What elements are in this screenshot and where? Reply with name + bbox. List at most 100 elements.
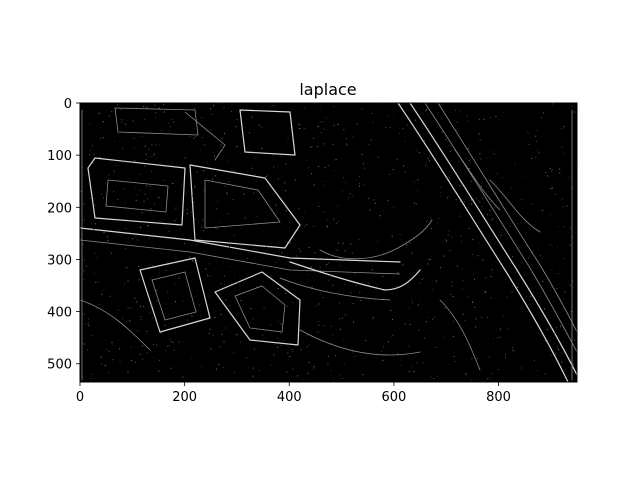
highway-edge <box>424 103 577 353</box>
edge-speckle-dot <box>149 264 151 266</box>
edge-speckle-dot <box>440 186 442 188</box>
edge-speckle-dot <box>214 175 216 177</box>
edge-speckle-dot <box>342 190 344 192</box>
edge-speckle-dot <box>108 350 110 352</box>
edge-speckle-dot <box>371 113 373 114</box>
edge-speckle-dot <box>252 318 254 320</box>
edge-speckle-dot <box>474 306 476 308</box>
edge-speckle-dot <box>222 366 224 368</box>
edge-speckle-dot <box>339 264 341 266</box>
edge-speckle-dot <box>143 106 145 107</box>
edge-speckle-dot <box>452 296 454 298</box>
edge-speckle-dot <box>88 322 90 324</box>
edge-speckle-dot <box>273 154 275 156</box>
edge-speckle-dot <box>105 183 107 185</box>
edge-speckle-dot <box>480 186 482 188</box>
edge-speckle-dot <box>151 317 153 319</box>
edge-speckle-dot <box>223 133 225 134</box>
edge-speckle-dot <box>512 346 514 348</box>
edge-speckle-dot <box>482 231 484 233</box>
edge-speckle-dot <box>524 274 526 276</box>
edge-speckle-dot <box>485 277 487 279</box>
road-edge <box>289 261 421 291</box>
edge-speckle-dot <box>156 344 158 346</box>
edge-speckle-dot <box>127 307 129 309</box>
edge-speckle-dot <box>278 321 279 323</box>
edge-speckle-dot <box>567 231 569 233</box>
edge-speckle-dot <box>549 244 551 246</box>
road-edge <box>319 219 433 260</box>
edge-structures <box>80 103 577 382</box>
edge-speckle-dot <box>354 356 356 357</box>
edge-speckle-dot <box>426 321 428 323</box>
edge-speckle-dot <box>459 200 461 202</box>
edge-speckle-dot <box>392 169 394 171</box>
edge-speckle-dot <box>365 340 367 342</box>
edge-speckle-dot <box>81 159 83 161</box>
edge-speckle-dot <box>98 112 100 114</box>
edge-speckle-dot <box>159 144 161 146</box>
edge-speckle-dot <box>96 257 98 259</box>
edge-speckle-dot <box>310 266 312 268</box>
edge-speckle-dot <box>490 276 492 278</box>
edge-speckle-dot <box>308 167 310 169</box>
edge-speckle-dot <box>298 208 300 210</box>
edge-speckle-dot <box>468 228 470 230</box>
edge-speckle-dot <box>527 257 529 259</box>
edge-speckle-dot <box>483 119 485 120</box>
edge-speckle-dot <box>511 285 513 287</box>
edge-speckle-dot <box>236 334 238 336</box>
edge-speckle-dot <box>178 277 180 279</box>
edge-speckle-dot <box>526 245 528 247</box>
edge-speckle-dot <box>572 280 573 282</box>
edge-speckle-dot <box>200 149 202 151</box>
edge-speckle-dot <box>81 166 83 168</box>
edge-speckle-dot <box>417 304 419 306</box>
edge-speckle-dot <box>333 106 335 108</box>
edge-speckle-dot <box>153 357 155 359</box>
edge-speckle-dot <box>121 119 123 121</box>
edge-speckle-dot <box>193 137 195 139</box>
building-outline <box>234 285 286 333</box>
edge-speckle-dot <box>557 226 559 228</box>
edge-speckle-dot <box>530 250 532 252</box>
edge-speckle-dot <box>333 170 335 172</box>
edge-speckle-dot <box>287 137 289 139</box>
edge-speckle-dot <box>136 301 138 303</box>
edge-speckle-dot <box>566 205 568 207</box>
edge-speckle-dot <box>449 250 451 252</box>
edge-speckle-dot <box>533 360 535 362</box>
edge-speckle-dot <box>359 185 360 187</box>
edge-speckle-dot <box>298 124 300 126</box>
edge-speckle-dot <box>475 326 477 328</box>
edge-speckle-dot <box>429 258 431 260</box>
edge-speckle-dot <box>220 283 222 285</box>
edge-speckle-dot <box>327 355 329 357</box>
edge-speckle-dot <box>410 299 412 301</box>
edge-speckle-dot <box>149 148 151 150</box>
edge-speckle-dot <box>83 203 85 205</box>
edge-speckle-dot <box>280 344 282 346</box>
edge-speckle-dot <box>457 265 458 267</box>
edge-speckle-dot <box>94 204 96 206</box>
edge-speckle-dot <box>340 374 341 376</box>
edge-speckle-dot <box>128 307 130 309</box>
edge-speckle-dot <box>562 309 564 311</box>
edge-speckle-dot <box>500 235 502 236</box>
edge-speckle-dot <box>328 165 329 166</box>
edge-speckle-dot <box>286 371 288 373</box>
edge-speckle-dot <box>147 198 148 200</box>
edge-speckle-dot <box>90 377 92 379</box>
edge-speckle-dot <box>83 343 85 345</box>
edge-speckle-dot <box>258 124 260 126</box>
edge-speckle-dot <box>425 165 427 167</box>
edge-speckle-dot <box>413 371 415 373</box>
edge-speckle-dot <box>509 226 511 228</box>
edge-speckle-dot <box>406 124 408 126</box>
edge-speckle-dot <box>328 262 330 264</box>
edge-speckle-dot <box>141 135 143 137</box>
edge-speckle-dot <box>113 170 115 172</box>
edge-speckle-dot <box>114 219 116 221</box>
edge-speckle-dot <box>94 252 96 254</box>
edge-speckle-dot <box>271 293 273 295</box>
